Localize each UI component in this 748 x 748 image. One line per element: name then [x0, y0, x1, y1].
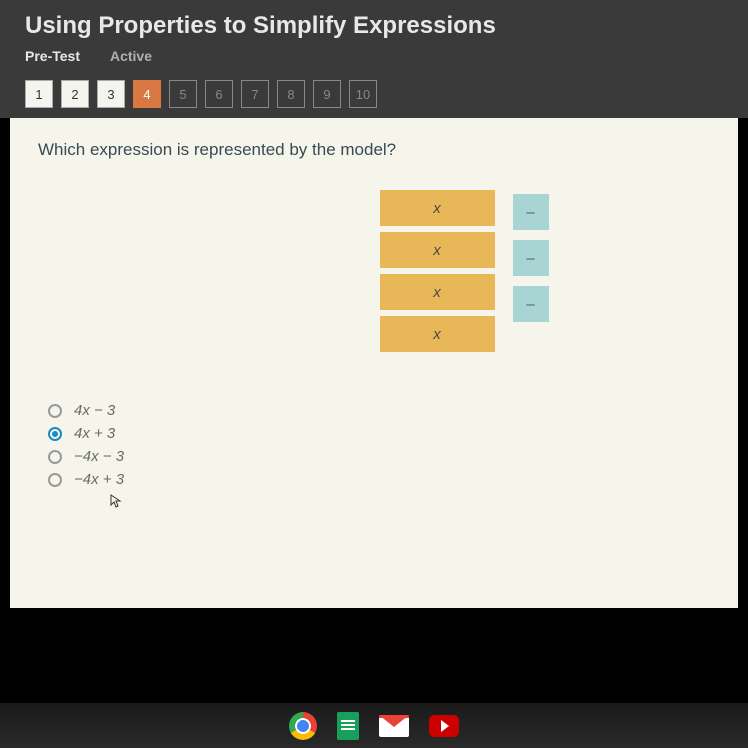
option-label: 4x + 3 [74, 425, 115, 442]
option-c[interactable]: −4x − 3 [48, 448, 710, 465]
question-nav-10[interactable]: 10 [349, 80, 377, 108]
question-content: Which expression is represented by the m… [10, 118, 738, 608]
x-tile: x [380, 190, 495, 226]
option-label: −4x − 3 [74, 448, 124, 465]
algebra-tile-model: x x x x – – – [218, 190, 710, 352]
x-tile: x [380, 274, 495, 310]
tab-bar: Pre-Test Active [25, 48, 723, 68]
option-label: 4x − 3 [74, 402, 115, 419]
question-nav-1[interactable]: 1 [25, 80, 53, 108]
quiz-header: Using Properties to Simplify Expressions… [0, 0, 748, 118]
question-nav-7[interactable]: 7 [241, 80, 269, 108]
question-nav-8[interactable]: 8 [277, 80, 305, 108]
radio-icon [48, 427, 62, 441]
x-tile: x [380, 232, 495, 268]
question-nav-6[interactable]: 6 [205, 80, 233, 108]
cursor-icon [106, 493, 122, 512]
answer-options: 4x − 3 4x + 3 −4x − 3 −4x + 3 [48, 402, 710, 488]
negative-tile: – [513, 194, 549, 230]
gmail-icon[interactable] [379, 715, 409, 737]
question-nav-3[interactable]: 3 [97, 80, 125, 108]
option-d[interactable]: −4x + 3 [48, 471, 710, 488]
docs-icon[interactable] [337, 712, 359, 740]
youtube-icon[interactable] [429, 715, 459, 737]
radio-icon [48, 404, 62, 418]
radio-icon [48, 473, 62, 487]
question-nav-9[interactable]: 9 [313, 80, 341, 108]
question-nav-4[interactable]: 4 [133, 80, 161, 108]
tab-pretest[interactable]: Pre-Test [25, 48, 80, 68]
option-label: −4x + 3 [74, 471, 124, 488]
radio-icon [48, 450, 62, 464]
taskbar [0, 703, 748, 748]
chrome-icon[interactable] [289, 712, 317, 740]
negative-tile: – [513, 240, 549, 276]
option-a[interactable]: 4x − 3 [48, 402, 710, 419]
tab-active[interactable]: Active [110, 48, 152, 68]
option-b[interactable]: 4x + 3 [48, 425, 710, 442]
x-tiles-column: x x x x [380, 190, 495, 352]
question-prompt: Which expression is represented by the m… [38, 140, 710, 160]
page-title: Using Properties to Simplify Expressions [25, 12, 723, 40]
question-navigation: 1 2 3 4 5 6 7 8 9 10 [25, 80, 723, 118]
negative-tiles-column: – – – [513, 190, 549, 352]
negative-tile: – [513, 286, 549, 322]
question-nav-5[interactable]: 5 [169, 80, 197, 108]
question-nav-2[interactable]: 2 [61, 80, 89, 108]
x-tile: x [380, 316, 495, 352]
